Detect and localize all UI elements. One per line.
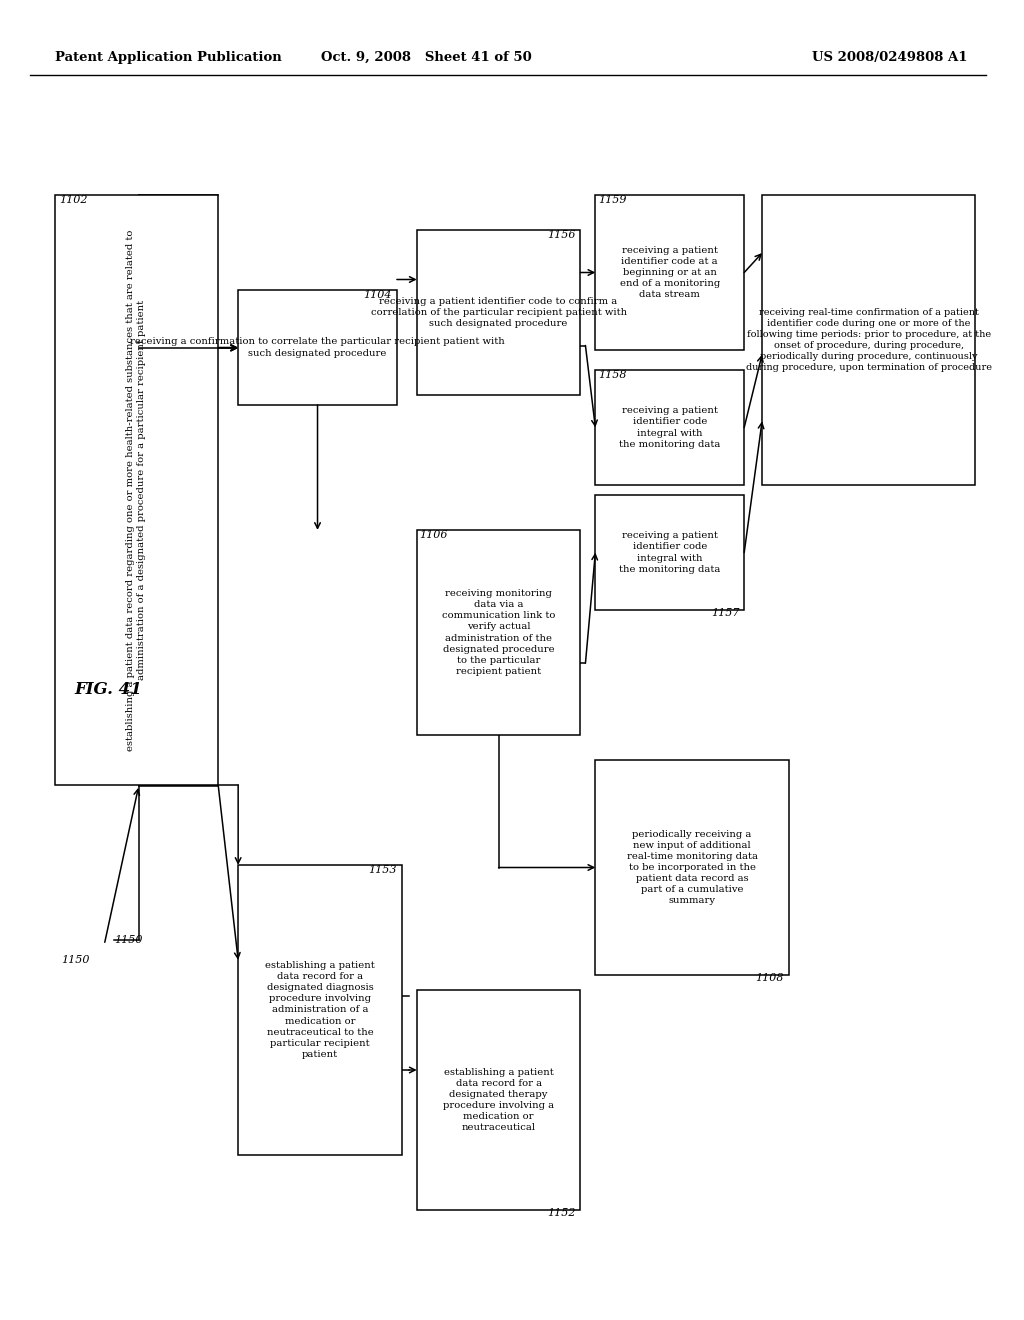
Text: Oct. 9, 2008   Sheet 41 of 50: Oct. 9, 2008 Sheet 41 of 50 — [322, 50, 532, 63]
Text: receiving a patient
identifier code
integral with
the monitoring data: receiving a patient identifier code inte… — [620, 407, 721, 449]
Text: 1159: 1159 — [598, 195, 627, 205]
Bar — [595, 760, 788, 975]
Bar — [417, 531, 581, 735]
Bar — [239, 290, 397, 405]
Text: receiving a patient
identifier code at a
beginning or at an
end of a monitoring
: receiving a patient identifier code at a… — [620, 246, 720, 300]
Text: US 2008/0249808 A1: US 2008/0249808 A1 — [812, 50, 968, 63]
Text: 1153: 1153 — [369, 865, 397, 875]
Text: Patent Application Publication: Patent Application Publication — [54, 50, 282, 63]
Bar — [54, 195, 218, 785]
Text: FIG. 41: FIG. 41 — [75, 681, 142, 698]
Bar — [762, 195, 976, 484]
Text: receiving a patient identifier code to confirm a
correlation of the particular r: receiving a patient identifier code to c… — [371, 297, 627, 329]
Bar — [417, 230, 581, 395]
Text: 1104: 1104 — [364, 290, 392, 300]
Text: 1108: 1108 — [756, 973, 784, 983]
Text: 1158: 1158 — [598, 370, 627, 380]
Bar — [417, 990, 581, 1210]
Text: establishing a patient data record regarding one or more health-related substanc: establishing a patient data record regar… — [126, 230, 146, 751]
Text: 1150: 1150 — [114, 935, 142, 945]
Bar — [595, 370, 744, 484]
Text: periodically receiving a
new input of additional
real-time monitoring data
to be: periodically receiving a new input of ad… — [627, 830, 758, 906]
Bar — [239, 865, 401, 1155]
Text: establishing a patient
data record for a
designated therapy
procedure involving : establishing a patient data record for a… — [443, 1068, 554, 1133]
Text: establishing a patient
data record for a
designated diagnosis
procedure involvin: establishing a patient data record for a… — [265, 961, 375, 1059]
Text: receiving real-time confirmation of a patient
identifier code during one or more: receiving real-time confirmation of a pa… — [745, 308, 991, 372]
Text: 1156: 1156 — [547, 230, 575, 240]
Text: 1150: 1150 — [61, 954, 90, 965]
Bar — [595, 495, 744, 610]
Text: 1152: 1152 — [547, 1208, 575, 1218]
Text: 1157: 1157 — [711, 609, 739, 618]
Bar — [595, 195, 744, 350]
Text: 1106: 1106 — [419, 531, 447, 540]
Text: receiving a patient
identifier code
integral with
the monitoring data: receiving a patient identifier code inte… — [620, 532, 721, 574]
Text: receiving monitoring
data via a
communication link to
verify actual
administrati: receiving monitoring data via a communic… — [442, 589, 555, 676]
Text: 1102: 1102 — [59, 195, 88, 205]
Text: receiving a confirmation to correlate the particular recipient patient with
such: receiving a confirmation to correlate th… — [130, 338, 505, 358]
